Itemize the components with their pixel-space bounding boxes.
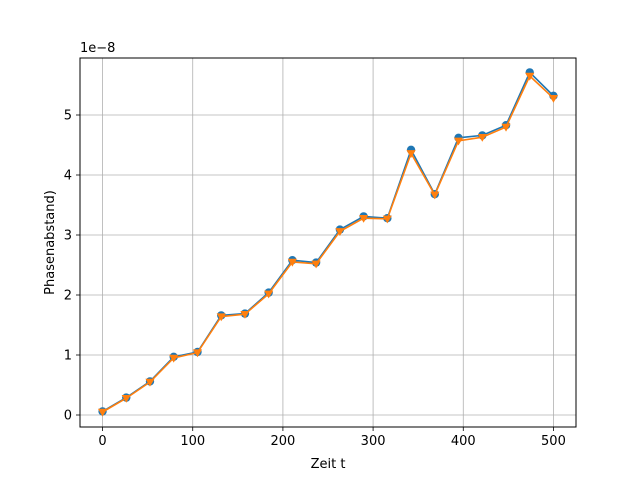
x-tick-label: 500 [541,434,566,449]
series-2 [97,72,559,417]
x-tick-label: 300 [361,434,386,449]
data-point [501,123,511,132]
data-point [97,408,108,417]
y-tick-label: 4 [64,169,72,184]
data-point [192,349,203,358]
y-tick-label: 0 [64,409,72,424]
data-point [525,72,535,81]
y-tick-label: 2 [64,289,72,304]
y-tick-label: 3 [64,229,72,244]
data-point [548,94,559,103]
series-layer [97,68,559,417]
ticks: 0 100 200 300 400 500 0 1 2 3 4 5 [64,109,566,450]
data-point [145,378,155,387]
y-tick-label: 5 [64,109,72,124]
data-point [169,354,179,363]
data-point [453,137,464,146]
x-tick-label: 200 [270,434,295,449]
data-point [335,228,345,236]
grid [80,58,576,427]
data-point [359,214,369,223]
data-point [382,215,392,224]
data-point [240,310,250,319]
y-axis-label: Phasenabstand) [43,190,58,295]
x-tick-label: 100 [180,434,205,449]
data-point [311,260,321,269]
data-point [287,258,297,267]
x-tick-label: 400 [451,434,476,449]
x-axis-label: Zeit t [311,457,346,472]
x-tick-label: 0 [98,434,106,449]
data-point [264,290,274,299]
data-point [121,394,131,403]
data-point [406,150,416,158]
series-line [102,74,554,413]
data-point [477,133,487,142]
y-offset-label: 1e−8 [80,41,115,56]
y-tick-label: 1 [64,349,72,364]
data-point [216,313,226,322]
plot-area-frame [79,57,577,428]
data-point [430,191,440,200]
